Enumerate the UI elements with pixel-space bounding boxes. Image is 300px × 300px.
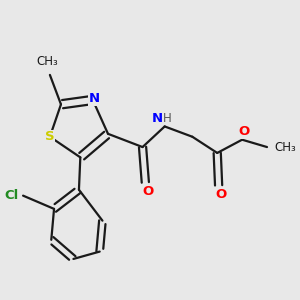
Text: S: S <box>45 130 55 143</box>
Text: CH₃: CH₃ <box>36 55 58 68</box>
Text: Cl: Cl <box>5 189 19 202</box>
Text: N: N <box>152 112 163 125</box>
Text: O: O <box>216 188 227 201</box>
Text: N: N <box>88 92 100 105</box>
Text: O: O <box>238 125 249 138</box>
Text: CH₃: CH₃ <box>274 141 296 154</box>
Text: H: H <box>163 112 172 125</box>
Text: O: O <box>142 185 154 198</box>
